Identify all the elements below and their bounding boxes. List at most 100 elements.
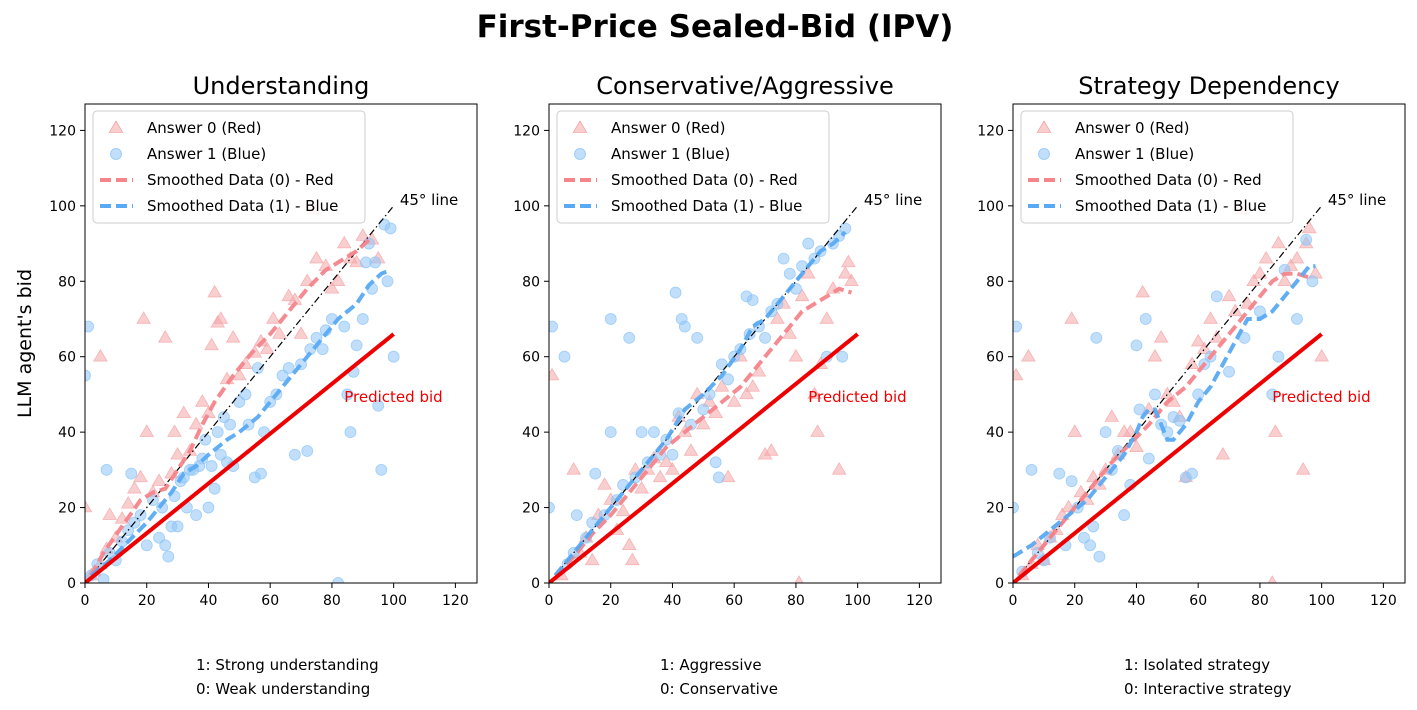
red-point — [841, 254, 856, 268]
blue-point — [648, 426, 660, 439]
predicted-bid-label: Predicted bid — [344, 388, 442, 406]
red-point — [102, 507, 118, 520]
diagonal-label: 45° line — [864, 191, 922, 209]
panel-2: Conservative/Aggressive 0 20 40 60 80 100 120 0 2… — [513, 72, 942, 698]
blue-point — [301, 445, 314, 457]
x-tick-label: 40 — [200, 593, 218, 609]
red-point — [167, 424, 182, 437]
legend-box — [92, 110, 366, 224]
panel-title: Understanding — [193, 72, 370, 100]
legend-label: Answer 0 (Red) — [611, 119, 726, 137]
legend-label: Smoothed Data (1) - Blue — [147, 197, 338, 215]
blue-point — [1186, 467, 1198, 480]
blue-point — [549, 501, 555, 514]
plot-area — [549, 205, 859, 583]
blue-point — [1266, 388, 1279, 401]
red-point — [1295, 462, 1311, 475]
red-point — [1246, 273, 1262, 287]
red-point — [176, 405, 192, 419]
blue-point — [715, 358, 728, 371]
panel-title: Conservative/Aggressive — [596, 72, 893, 100]
red-point — [1129, 439, 1144, 452]
red-point — [1197, 341, 1212, 354]
red-point — [794, 575, 804, 583]
blue-point — [1093, 550, 1106, 563]
legend-label: Smoothed Data (0) - Red — [1075, 171, 1262, 189]
red-point — [336, 235, 352, 249]
blue-point — [1291, 313, 1303, 325]
x-tick-label: 40 — [1128, 593, 1146, 609]
blue-point — [205, 460, 218, 472]
legend-label: Answer 0 (Red) — [147, 119, 262, 137]
y-tick-label: 40 — [986, 425, 1004, 441]
blue-point — [282, 362, 295, 374]
red-point — [1122, 424, 1138, 437]
red-point — [770, 311, 785, 324]
red-point — [355, 228, 371, 241]
blue-point — [199, 433, 212, 446]
red-point — [634, 480, 649, 494]
x-tick-label: 60 — [1189, 593, 1207, 609]
red-point — [1209, 330, 1225, 343]
red-point — [151, 473, 167, 486]
red-point — [293, 326, 309, 339]
blue-point — [712, 471, 725, 484]
red-point — [1314, 348, 1330, 362]
blue-point — [836, 350, 849, 363]
blue-point — [387, 350, 400, 363]
x-tick-label: 120 — [906, 593, 933, 609]
x-tick-label: 0 — [81, 593, 90, 609]
blue-point — [344, 426, 357, 439]
x-tick-label: 60 — [725, 593, 743, 609]
x-tick-label: 80 — [787, 593, 805, 609]
blue-point — [777, 252, 790, 265]
x-tick-label: 80 — [1251, 593, 1269, 609]
blue-point — [1087, 520, 1100, 533]
red-point — [745, 379, 761, 392]
red-point — [1268, 424, 1283, 437]
blue-point — [1139, 313, 1152, 325]
red-point — [819, 311, 835, 324]
blue-point — [1149, 388, 1161, 401]
red-point — [1135, 284, 1150, 298]
red-point — [844, 273, 859, 287]
red-point — [201, 405, 216, 419]
blue-point — [666, 448, 679, 461]
panel-title: Strategy Dependency — [1078, 72, 1340, 100]
blue-point — [1065, 475, 1078, 488]
predicted-bid-line — [85, 332, 395, 583]
legend-blue-marker — [1038, 148, 1050, 160]
y-tick-label: 100 — [977, 199, 1004, 215]
blue-point — [1272, 350, 1285, 363]
blue-point — [338, 320, 351, 333]
legend-blue-marker — [574, 148, 586, 160]
blue-point — [239, 388, 252, 401]
red-point — [695, 416, 711, 430]
red-point — [720, 469, 736, 483]
red-point — [810, 424, 825, 437]
y-tick-label: 80 — [986, 274, 1004, 290]
diagonal-line — [85, 205, 395, 583]
y-tick-label: 120 — [513, 123, 540, 139]
blue-point — [1300, 233, 1313, 246]
figure-title: First-Price Sealed-Bid (IPV) — [477, 9, 954, 45]
predicted-bid-label: Predicted bid — [1272, 388, 1370, 406]
blue-point — [570, 509, 583, 522]
red-point — [349, 254, 364, 268]
blue-point — [558, 350, 571, 363]
legend-red-marker — [108, 120, 124, 133]
diagonal-line — [549, 205, 859, 583]
blue-point — [1223, 365, 1235, 378]
blue-point — [381, 275, 394, 288]
blue-point — [1142, 452, 1155, 465]
blue-point — [100, 463, 113, 476]
y-tick-label: 60 — [58, 350, 76, 366]
y-tick-label: 100 — [49, 199, 76, 215]
red-point — [1159, 386, 1175, 400]
red-point — [225, 330, 241, 343]
red-point — [837, 265, 853, 279]
x-tick-label: 100 — [380, 593, 407, 609]
y-tick-label: 40 — [58, 425, 76, 441]
